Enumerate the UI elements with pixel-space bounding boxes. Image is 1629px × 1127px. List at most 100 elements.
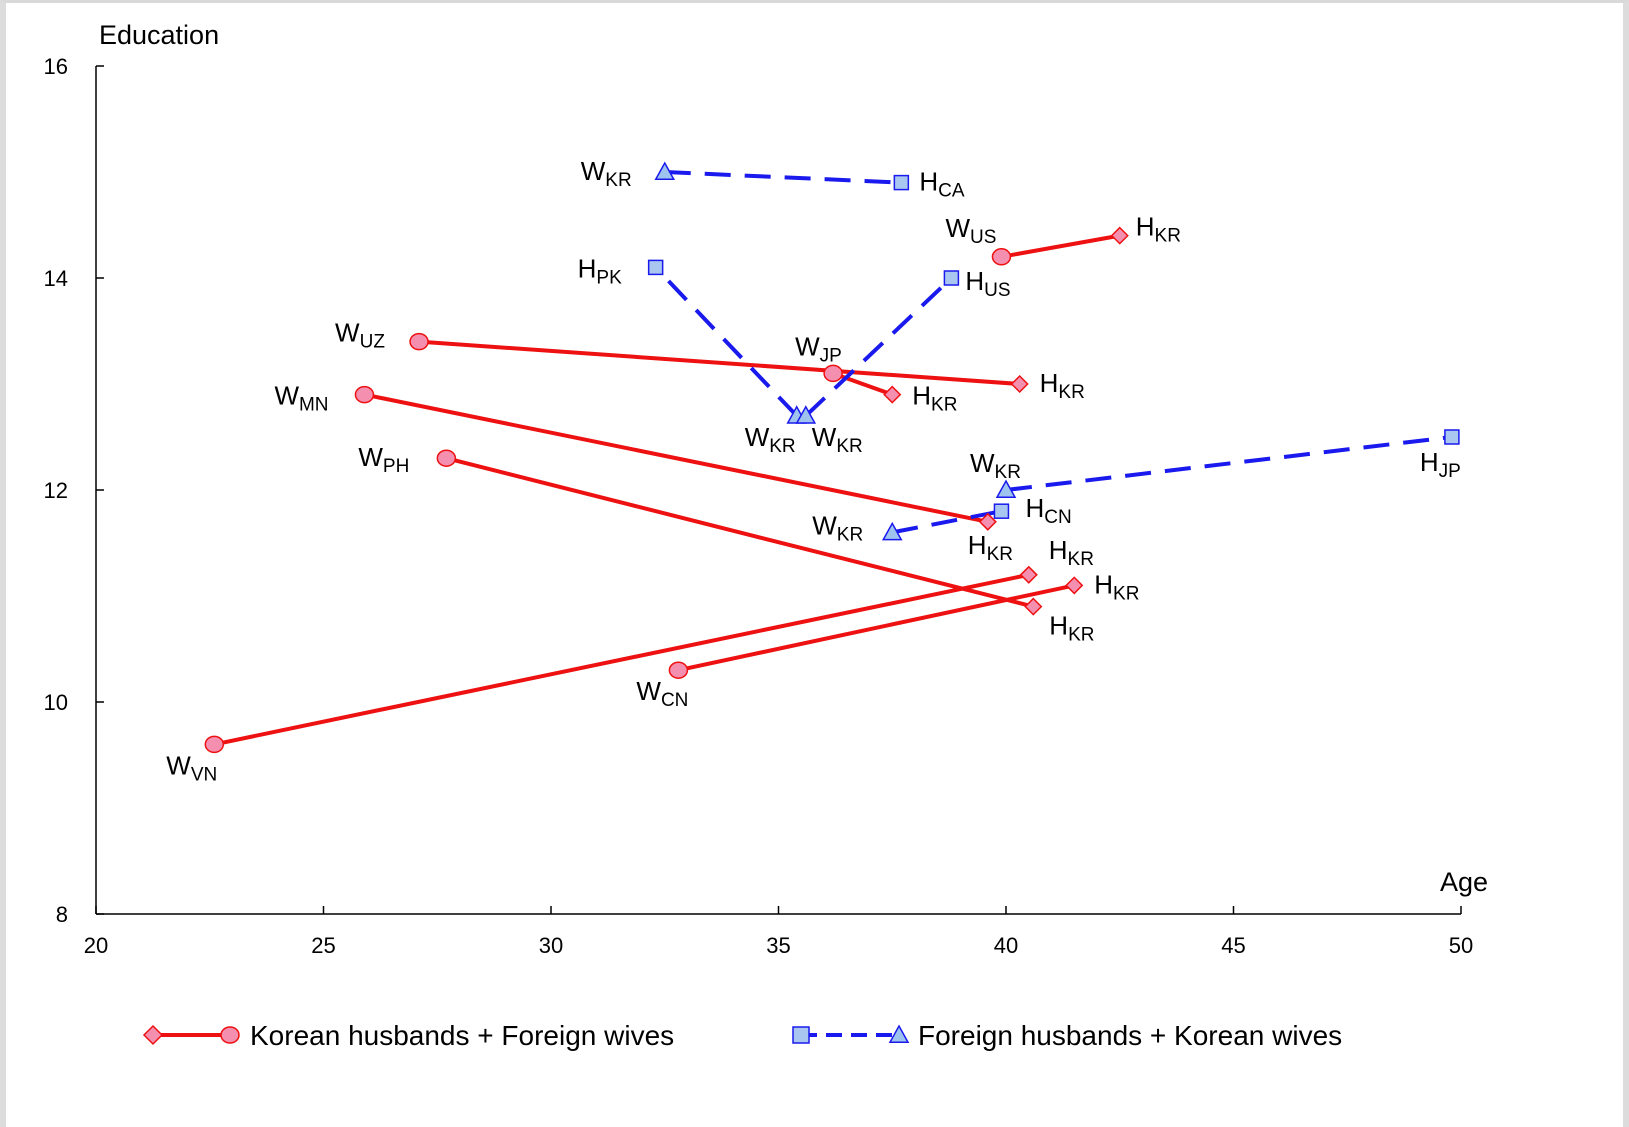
legend-item-foreign-husbands: Foreign husbands + Korean wives bbox=[792, 1020, 1342, 1051]
korean-wife-triangle-marker bbox=[881, 521, 903, 541]
wife-label-main: W bbox=[636, 676, 661, 706]
foreign-husband-pair-line bbox=[891, 509, 1002, 535]
korean-husband-diamond-marker bbox=[1010, 374, 1029, 394]
wife-label-country: MN bbox=[299, 395, 329, 416]
wife-label-country: US bbox=[970, 227, 996, 248]
foreign-husband-pair-line bbox=[654, 266, 799, 418]
x-axis-title: Age bbox=[1440, 867, 1488, 897]
wife-label-country: KR bbox=[836, 436, 862, 457]
foreign-wife-circle-marker bbox=[668, 661, 689, 679]
foreign-husband-square-marker bbox=[647, 259, 664, 276]
husband-point-label: HJP bbox=[1420, 447, 1461, 482]
husband-label-country: PK bbox=[596, 267, 622, 288]
ticks: 8 10 12 14 16 20 25 30 35 40 45 50 bbox=[44, 54, 1474, 958]
wife-label-main: W bbox=[970, 448, 995, 478]
husband-label-country: KR bbox=[1068, 625, 1094, 646]
foreign-husband-pair-line bbox=[664, 170, 902, 185]
husband-label-main: H bbox=[1094, 569, 1113, 599]
husband-point-label: HKR bbox=[1040, 368, 1085, 403]
wife-point-label: WUZ bbox=[335, 318, 385, 353]
korean-husband-pair-line bbox=[418, 339, 1020, 386]
husband-point-label: HKR bbox=[1049, 611, 1094, 646]
husband-label-main: H bbox=[1049, 611, 1068, 641]
foreign-husband-square-marker bbox=[943, 270, 960, 286]
husband-point-label: HCA bbox=[919, 167, 965, 202]
wife-label-country: VN bbox=[191, 764, 217, 785]
korean-husband-pair-line bbox=[213, 572, 1030, 747]
x-tick-label: 35 bbox=[766, 933, 790, 958]
wife-point-label: WKR bbox=[812, 510, 863, 545]
husband-label-main: H bbox=[1420, 447, 1439, 477]
husband-label-country: JP bbox=[1439, 461, 1461, 482]
wife-point-label: WKR bbox=[970, 448, 1021, 483]
husband-point-label: HKR bbox=[1094, 569, 1139, 604]
husband-label-main: H bbox=[919, 167, 938, 197]
korean-husband-diamond-marker bbox=[1024, 597, 1043, 616]
wife-label-main: W bbox=[745, 422, 770, 452]
husband-label-country: US bbox=[984, 280, 1010, 301]
legend-label-korean-husbands: Korean husbands + Foreign wives bbox=[250, 1020, 674, 1051]
x-tick-label: 25 bbox=[311, 933, 335, 958]
legend: Korean husbands + Foreign wives Foreign … bbox=[142, 1020, 1342, 1051]
x-tick-label: 40 bbox=[994, 933, 1018, 958]
husband-point-label: HKR bbox=[912, 381, 957, 416]
husband-label-main: H bbox=[1136, 212, 1155, 242]
y-tick-label: 14 bbox=[44, 266, 68, 291]
husband-label-main: H bbox=[912, 381, 931, 411]
markers bbox=[204, 161, 1460, 754]
korean-husband-diamond-marker bbox=[1019, 565, 1038, 584]
foreign-husband-square-marker bbox=[1444, 429, 1460, 445]
korean-husband-diamond-marker bbox=[883, 385, 902, 404]
wife-label-country: KR bbox=[605, 170, 631, 191]
wife-label-country: KR bbox=[995, 462, 1021, 483]
wife-point-label: WPH bbox=[358, 442, 409, 477]
husband-label-main: H bbox=[578, 253, 597, 283]
x-tick-label: 30 bbox=[539, 933, 563, 958]
husband-label-country: KR bbox=[1058, 382, 1084, 403]
wife-label-main: W bbox=[812, 422, 837, 452]
wife-label-country: JP bbox=[820, 345, 842, 366]
y-tick-label: 12 bbox=[44, 478, 68, 503]
pair-lines bbox=[213, 170, 1453, 747]
foreign-wife-circle-marker bbox=[354, 385, 375, 404]
husband-label-country: KR bbox=[931, 395, 957, 416]
legend-square-marker bbox=[792, 1026, 810, 1044]
legend-triangle-marker bbox=[888, 1024, 910, 1043]
wife-label-country: CN bbox=[661, 690, 688, 711]
wife-label-country: KR bbox=[769, 436, 795, 457]
axes: Education Age bbox=[95, 20, 1488, 915]
wife-label-main: W bbox=[358, 442, 383, 472]
foreign-wife-circle-marker bbox=[204, 735, 225, 754]
wife-label-main: W bbox=[166, 750, 191, 780]
foreign-husband-square-marker bbox=[893, 174, 910, 191]
legend-label-foreign-husbands: Foreign husbands + Korean wives bbox=[918, 1020, 1342, 1051]
wife-label-country: KR bbox=[837, 524, 863, 545]
foreign-wife-circle-marker bbox=[991, 248, 1012, 266]
foreign-wife-circle-marker bbox=[436, 449, 457, 467]
wife-label-main: W bbox=[945, 213, 970, 243]
korean-husband-diamond-marker bbox=[978, 512, 997, 531]
husband-label-country: KR bbox=[1155, 226, 1181, 247]
y-tick-label: 8 bbox=[56, 902, 68, 927]
korean-wife-triangle-marker bbox=[995, 479, 1017, 498]
y-tick-label: 16 bbox=[44, 54, 68, 79]
husband-label-main: H bbox=[968, 530, 987, 560]
wife-label-main: W bbox=[335, 318, 360, 348]
wife-point-label: WKR bbox=[745, 422, 796, 457]
wife-label-country: PH bbox=[383, 456, 409, 477]
husband-label-country: KR bbox=[987, 544, 1013, 565]
legend-item-korean-husbands: Korean husbands + Foreign wives bbox=[142, 1020, 674, 1051]
wife-point-label: WMN bbox=[274, 381, 328, 416]
korean-wife-triangle-marker bbox=[795, 405, 817, 424]
husband-label-country: KR bbox=[1068, 549, 1094, 570]
husband-point-label: HKR bbox=[968, 530, 1013, 565]
husband-point-label: HKR bbox=[1136, 212, 1181, 247]
husband-point-label: HKR bbox=[1049, 535, 1094, 570]
husband-label-country: KR bbox=[1113, 583, 1139, 604]
x-tick-label: 50 bbox=[1449, 933, 1473, 958]
korean-husband-pair-line bbox=[677, 583, 1075, 673]
legend-circle-marker bbox=[220, 1026, 240, 1044]
